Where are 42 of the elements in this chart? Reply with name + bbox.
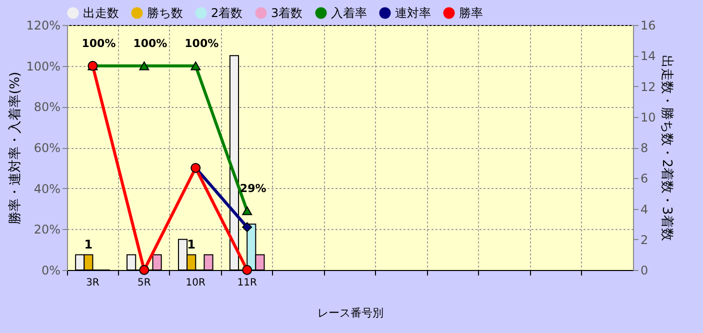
y-tick-label: 120%	[26, 18, 60, 32]
point	[139, 265, 150, 275]
y-axis-title: 勝率・連対率・入着率(%)	[7, 72, 24, 224]
x-tick-label: 11R	[237, 278, 257, 288]
data-label: 1	[84, 238, 93, 252]
y2-tick-label: 4	[640, 202, 648, 216]
data-label: 1	[187, 238, 196, 252]
y-tick-label: 60%	[34, 141, 60, 155]
legend-label: 勝率	[459, 6, 483, 20]
legend-label: 出走数	[83, 6, 119, 20]
data-label: 100%	[82, 36, 116, 50]
data-label: 100%	[184, 36, 219, 50]
x-tick-label: 3R	[86, 278, 100, 288]
data-label: 100%	[133, 36, 168, 50]
y-tick-label: 40%	[34, 182, 60, 196]
y-tick-label: 20%	[34, 222, 60, 237]
x-axis-title: レース番号別	[318, 306, 384, 320]
legend-label: 3着数	[271, 6, 303, 20]
x-tick-label: 10R	[186, 278, 206, 288]
point	[242, 206, 252, 216]
x-tick-label: 5R	[138, 278, 151, 288]
legend-label: 2着数	[211, 6, 243, 20]
y2-tick-label: 12	[640, 80, 656, 94]
legend-label: 連対率	[395, 6, 431, 20]
y2-tick-label: 10	[640, 110, 656, 124]
y-tick-label: 100%	[26, 59, 60, 74]
y2-tick-label: 8	[640, 141, 648, 155]
y2-tick-label: 2	[640, 232, 648, 247]
y2-tick-label: 0	[640, 264, 648, 278]
y2-tick-label: 16	[640, 18, 656, 32]
y2-tick-label: 14	[640, 49, 656, 64]
point	[139, 61, 150, 70]
legend-label: 勝ち数	[147, 6, 183, 20]
y2-tick-label: 6	[640, 172, 648, 186]
y-tick-label: 0%	[41, 264, 60, 278]
legend-label: 入着率	[331, 6, 367, 20]
y2-axis-title: 出走数・勝ち数・2着数・3着数	[658, 55, 675, 241]
data-label: 29%	[240, 182, 266, 195]
point	[242, 222, 252, 232]
point	[242, 265, 252, 275]
point	[190, 61, 201, 70]
y-tick-label: 80%	[34, 100, 60, 114]
